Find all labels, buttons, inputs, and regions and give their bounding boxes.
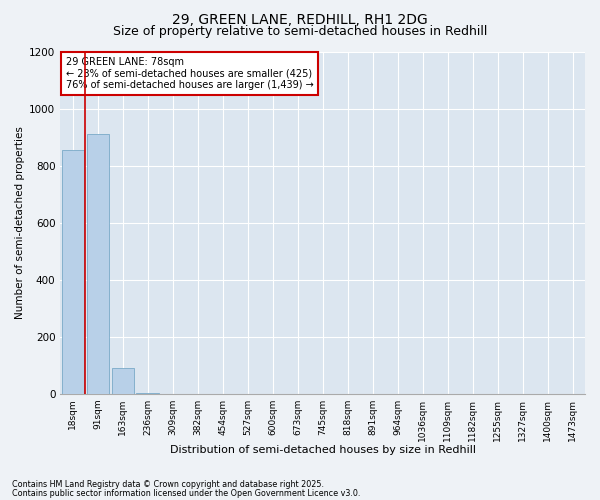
Bar — [136, 393, 159, 394]
Text: Size of property relative to semi-detached houses in Redhill: Size of property relative to semi-detach… — [113, 25, 487, 38]
Text: 29 GREEN LANE: 78sqm
← 23% of semi-detached houses are smaller (425)
76% of semi: 29 GREEN LANE: 78sqm ← 23% of semi-detac… — [65, 56, 313, 90]
Bar — [86, 134, 109, 394]
Bar — [62, 150, 84, 394]
Bar — [112, 368, 134, 394]
Text: Contains HM Land Registry data © Crown copyright and database right 2025.: Contains HM Land Registry data © Crown c… — [12, 480, 324, 489]
X-axis label: Distribution of semi-detached houses by size in Redhill: Distribution of semi-detached houses by … — [170, 445, 476, 455]
Y-axis label: Number of semi-detached properties: Number of semi-detached properties — [15, 126, 25, 319]
Text: 29, GREEN LANE, REDHILL, RH1 2DG: 29, GREEN LANE, REDHILL, RH1 2DG — [172, 12, 428, 26]
Text: Contains public sector information licensed under the Open Government Licence v3: Contains public sector information licen… — [12, 488, 361, 498]
